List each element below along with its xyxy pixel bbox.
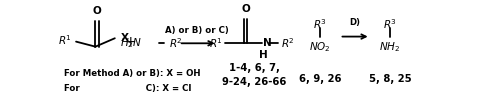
Text: O: O: [92, 6, 102, 16]
Text: 6, 9, 26: 6, 9, 26: [299, 74, 342, 83]
Text: +: +: [124, 35, 136, 49]
Text: For Method A) or B): X = OH: For Method A) or B): X = OH: [64, 69, 201, 78]
Text: $R^{2}$: $R^{2}$: [280, 36, 294, 50]
Text: $R^{1}$: $R^{1}$: [58, 33, 72, 47]
Text: 9-24, 26-66: 9-24, 26-66: [222, 77, 286, 87]
Text: For                      C): X = Cl: For C): X = Cl: [64, 84, 192, 93]
Text: A) or B) or C): A) or B) or C): [166, 26, 229, 35]
Text: $H_{2}N$: $H_{2}N$: [120, 36, 142, 50]
Text: X: X: [120, 33, 128, 43]
Text: $NO_{2}$: $NO_{2}$: [310, 40, 331, 54]
Text: $R^{3}$: $R^{3}$: [383, 17, 397, 31]
Text: $R^{3}$: $R^{3}$: [313, 17, 327, 31]
Text: 5, 8, 25: 5, 8, 25: [368, 74, 411, 83]
Text: H: H: [259, 50, 268, 60]
Text: $R^{2}$: $R^{2}$: [168, 36, 182, 50]
Text: $NH_{2}$: $NH_{2}$: [379, 40, 400, 54]
Text: 1-4, 6, 7,: 1-4, 6, 7,: [229, 63, 280, 73]
Text: O: O: [241, 4, 250, 14]
Text: N: N: [263, 38, 272, 48]
Text: D): D): [350, 18, 360, 27]
Text: $R^{1}$: $R^{1}$: [210, 36, 224, 50]
